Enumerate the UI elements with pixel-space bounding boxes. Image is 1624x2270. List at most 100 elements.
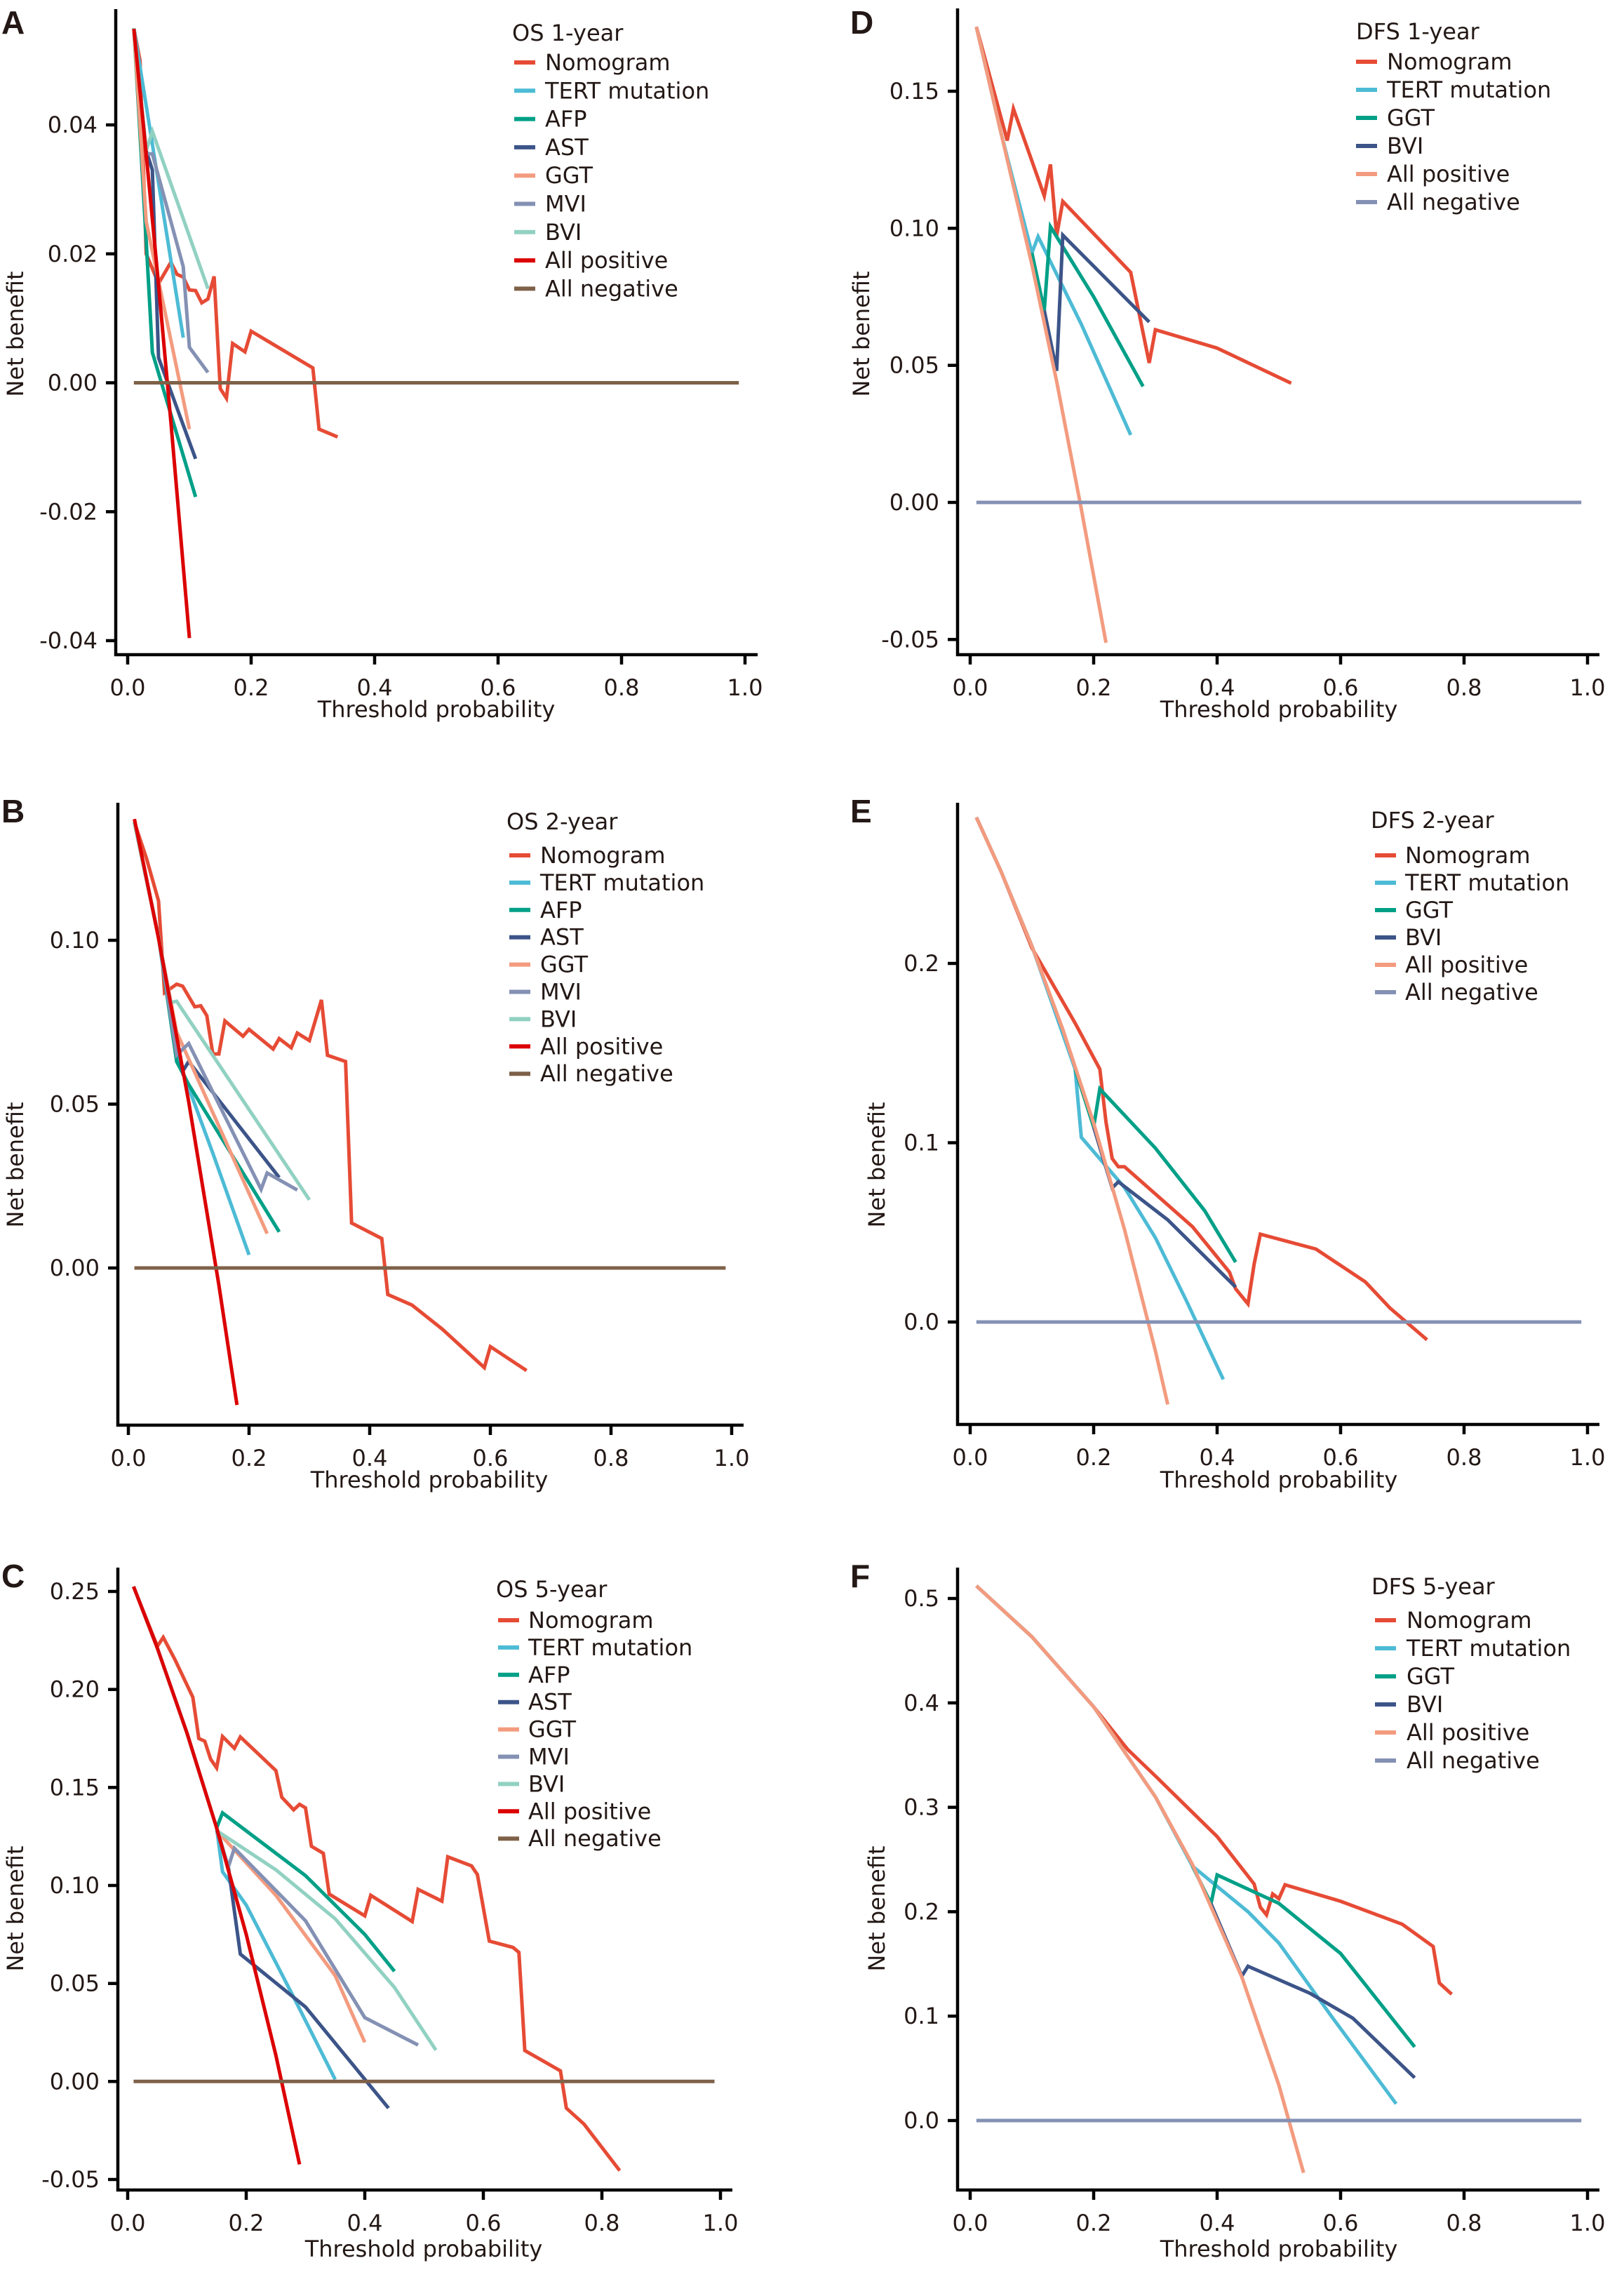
y-tick-label: -0.05 [881,626,939,653]
legend-label: All positive [528,1798,651,1824]
series-group [132,1586,715,2172]
panel-letter: E [850,793,872,829]
panel-e: E 0.0 0.2 0.4 0.6 0.8 1.0 0.2 0.1 0.0 Threshold pr… [850,793,1605,1493]
legend-item-bvi: BVI [509,1006,577,1032]
legend-item-afp: AFP [514,106,587,133]
y-tick-label: 0.05 [50,1970,100,1997]
legend-item-nomogram: Nomogram [509,842,666,869]
legend-label: GGT [1387,105,1435,131]
panel-letter: A [1,4,25,41]
legend-title: OS 1-year [512,20,624,46]
series-line-nomogram [133,822,528,1373]
panel-letter: F [850,1558,870,1594]
series-line-ggt [1030,221,1145,387]
x-axis-title: Threshold probability [1160,696,1398,723]
legend-item-tert-mutation: TERT mutation [1375,1635,1571,1662]
x-tick-label: 0.6 [473,1445,509,1471]
legend-label: BVI [545,219,582,246]
legend-label: MVI [545,191,586,218]
x-tick-label: 0.8 [1447,1444,1482,1471]
legend-title: OS 5-year [496,1576,608,1603]
legend-title: DFS 1-year [1356,18,1480,45]
x-tick-label: 0.4 [1200,674,1235,701]
y-tick-label: 0.2 [904,1898,939,1925]
axes-frame [955,803,1599,1427]
legend-title: OS 2-year [506,808,618,835]
legend-label: All negative [540,1060,673,1087]
legend-label: All positive [1405,952,1528,978]
y-tick-label: 0.1 [904,1130,939,1156]
x-tick-label: 0.8 [604,674,640,701]
legend-item-ast: AST [514,134,589,161]
y-tick-label: 0.20 [50,1676,100,1703]
x-tick-label: 0.0 [110,2210,146,2236]
series-line-bvi [1042,231,1150,372]
legend-item-ggt: GGT [498,1716,576,1743]
y-tick-label: 0.10 [50,1872,100,1899]
x-tick-label: 0.4 [352,1445,388,1471]
legend-item-ggt: GGT [1356,105,1435,131]
x-tick-label: 0.4 [1200,2210,1235,2236]
legend-label: TERT mutation [1404,869,1569,896]
series-line-all-positive [974,26,1108,643]
panel-c: C 0.0 0.2 0.4 0.6 0.8 1.0 0.25 0.20 0.15 0.10 0.05 0… [1,1558,738,2262]
legend-item-bvi: BVI [498,1770,565,1797]
legend-item-afp: AFP [498,1662,570,1688]
legend-item-all-negative: All negative [509,1060,673,1087]
series-line-all-positive [133,818,239,1406]
x-tick-label: 0.6 [481,674,516,701]
legend-item-nomogram: Nomogram [1356,48,1512,75]
legend-label: All positive [1407,1719,1529,1746]
legend-label: TERT mutation [1386,76,1551,103]
legend-item-all-positive: All positive [1375,1719,1529,1746]
y-tick-label: 0.00 [48,370,98,396]
series-line-ggt [132,28,192,430]
legend-item-all-positive: All positive [1375,952,1528,978]
y-tick-label: 0.04 [48,112,98,138]
x-axis-title: Threshold probability [304,2236,543,2262]
axes-frame [955,8,1599,657]
legend-label: MVI [540,979,582,1006]
legend-label: GGT [1407,1663,1454,1690]
series-line-nomogram [974,816,1428,1342]
series-line-all-positive [974,816,1170,1406]
y-tick-label: 0.10 [50,927,100,954]
legend-label: AFP [545,106,587,133]
y-axis-title: Net benefit [848,271,875,396]
y-axis-title: Net benefit [864,1845,890,1971]
y-tick-label: -0.04 [39,627,98,654]
legend-label: BVI [1405,924,1442,951]
y-tick-label: 0.0 [904,2107,939,2134]
x-tick-label: 0.8 [1447,2210,1482,2236]
axes-frame [955,1568,1599,2192]
legend-label: All positive [540,1033,663,1060]
legend-label: All positive [545,247,668,274]
panel-a: A 0.0 0.2 0.4 0.6 0.8 1.0 0.04 0.02 0.00 -0.02 -0.0… [1,4,763,723]
legend-item-ggt: GGT [1375,1663,1454,1690]
legend-item-tert-mutation: TERT mutation [1356,76,1551,103]
legend-label: GGT [528,1716,576,1743]
x-tick-label: 0.6 [1323,2210,1359,2236]
series-group [132,27,739,639]
x-tick-label: 0.0 [111,1445,147,1471]
legend-item-nomogram: Nomogram [498,1607,654,1634]
axes-frame [114,9,758,657]
y-tick-label: 0.5 [904,1585,939,1612]
x-tick-label: 0.2 [234,674,269,701]
series-group [975,1584,1582,2174]
legend-label: Nomogram [545,49,671,76]
x-axis-title: Threshold probability [1160,1467,1398,1493]
series-line-ggt [215,1829,367,2043]
legend-item-tert-mutation: TERT mutation [509,869,704,896]
y-tick-label: 0.15 [50,1774,100,1801]
legend-item-mvi: MVI [514,191,586,218]
x-tick-label: 0.6 [466,2210,502,2236]
y-axis-title: Net benefit [2,271,29,396]
legend-item-ggt: GGT [514,162,593,189]
x-tick-label: 1.0 [1570,1444,1606,1471]
legend-item-all-positive: All positive [1356,161,1510,187]
series-line-all-positive [132,1586,302,2165]
